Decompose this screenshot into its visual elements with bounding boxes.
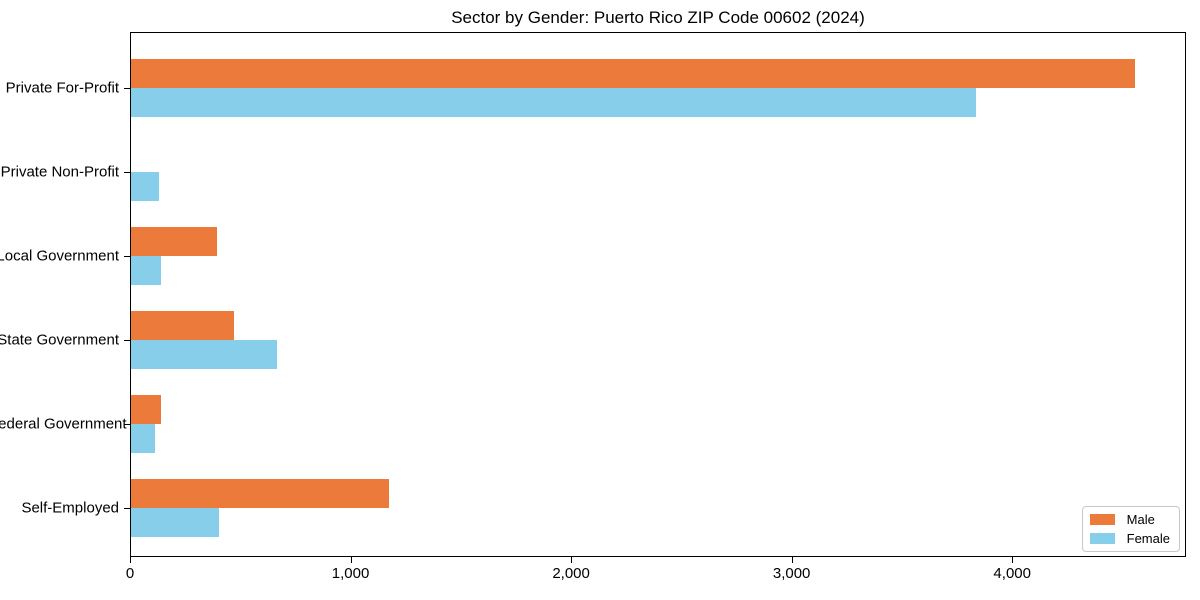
bar-female-private-non-profit — [131, 172, 159, 201]
bar-female-federal-government — [131, 424, 156, 453]
legend-item-male: Male — [1089, 512, 1170, 527]
y-tick-mark — [124, 172, 130, 173]
bar-female-self-employed — [131, 508, 220, 537]
plot-area: Private For-Profit Private Non-Profit Loca… — [0, 32, 1186, 557]
y-tick-label-federal-government: Federal Government — [0, 415, 127, 433]
bar-male-local-government — [131, 227, 217, 256]
y-tick-mark — [124, 424, 130, 425]
y-tick-mark — [124, 508, 130, 509]
x-tick-label-0: 0 — [125, 565, 135, 582]
legend-swatch-female — [1089, 533, 1115, 544]
chart-title: Sector by Gender: Puerto Rico ZIP Code 0… — [451, 8, 865, 27]
category-row-local-government: Local Government — [0, 214, 1185, 298]
y-tick-label-private-for-profit: Private For-Profit — [5, 79, 119, 97]
bar-female-state-government — [131, 340, 278, 369]
bar-female-private-for-profit — [131, 88, 977, 117]
x-tick-label-2-000: 2,000 — [552, 565, 590, 582]
y-tick-mark — [124, 256, 130, 257]
x-axis: 0 1,000 2,000 3,000 4,000 — [126, 557, 1186, 587]
x-tick-mark — [571, 557, 573, 563]
x-tick-label-4-000: 4,000 — [993, 565, 1031, 582]
y-tick-label-self-employed: Self-Employed — [21, 499, 119, 517]
x-tick-mark — [130, 557, 131, 563]
legend-label-female: Female — [1126, 531, 1170, 546]
legend-item-female: Female — [1089, 531, 1170, 546]
y-tick-label-private-non-profit: Private Non-Profit — [0, 163, 119, 181]
bar-rows-container: Private For-Profit Private Non-Profit Loca… — [0, 33, 1185, 556]
x-tick-mark — [1012, 557, 1014, 563]
category-row-private-non-profit: Private Non-Profit — [1, 130, 1185, 214]
category-row-federal-government: Federal Government — [0, 382, 1185, 466]
bar-female-local-government — [131, 256, 161, 285]
x-tick-label-1-000: 1,000 — [331, 565, 370, 582]
legend-swatch-male — [1089, 514, 1115, 525]
category-row-private-for-profit: Private For-Profit — [6, 46, 1185, 130]
y-tick-label-local-government: Local Government — [0, 247, 119, 265]
y-tick-label-state-government: State Government — [0, 331, 119, 349]
y-tick-mark — [124, 340, 130, 341]
x-tick-mark — [350, 557, 352, 563]
x-tick-label-3-000: 3,000 — [772, 565, 811, 582]
category-row-self-employed: Self-Employed — [21, 466, 1185, 550]
bar-male-state-government — [131, 311, 235, 340]
legend-label-male: Male — [1126, 512, 1155, 527]
x-tick-mark — [791, 557, 793, 563]
bar-male-federal-government — [131, 395, 161, 424]
bar-male-self-employed — [131, 479, 389, 508]
legend: Male Female — [1081, 506, 1180, 552]
bar-male-private-for-profit — [131, 59, 1135, 88]
y-tick-mark — [124, 88, 130, 89]
category-row-state-government: State Government — [0, 298, 1185, 382]
